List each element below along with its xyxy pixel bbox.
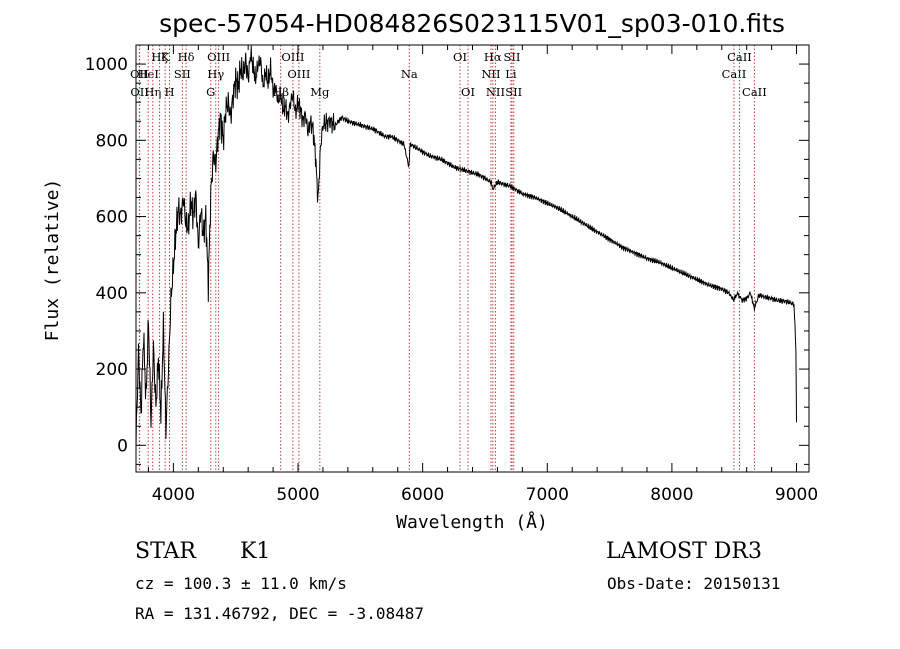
marker-label-11: OIII (207, 50, 230, 64)
coordinates-readout: RA = 131.46792, DEC = -3.08487 (135, 604, 424, 623)
marker-label-15: Mg (310, 85, 330, 99)
y-axis-label: Flux (relative) (42, 179, 63, 342)
y-tick-label-1: 200 (96, 360, 128, 380)
x-tick-label-3: 7000 (526, 485, 569, 505)
marker-label-16: Na (401, 67, 418, 81)
marker-label-10: Hγ (207, 67, 224, 81)
marker-label-4: Hζ (151, 50, 167, 64)
subclass-label: K1 (240, 539, 271, 564)
marker-label-20: Hα (484, 50, 502, 64)
x-tick-label-0: 4000 (152, 485, 195, 505)
marker-label-25: CaII (722, 67, 747, 81)
x-tick-label-1: 5000 (276, 485, 319, 505)
class-label: STAR (135, 539, 196, 564)
spectrum-series-line (135, 45, 797, 450)
obs-date: Obs-Date: 20150131 (607, 574, 781, 593)
marker-label-5: K (161, 50, 170, 64)
y-tick-label-4: 800 (96, 131, 128, 151)
x-tick-label-2: 6000 (401, 485, 444, 505)
y-tick-label-0: 0 (117, 436, 128, 456)
x-axis-label: Wavelength (Å) (396, 511, 548, 533)
line-markers: OIIOIIHeIHηHζKHSIIHδGHγOIIIHβOIIIOIIIMgN… (130, 45, 767, 472)
y-tick-label-5: 1000 (85, 55, 128, 75)
marker-label-17: OI (453, 50, 467, 64)
marker-label-13: OIII (281, 50, 304, 64)
marker-label-7: SII (174, 67, 191, 81)
marker-label-2: HeI (138, 67, 159, 81)
marker-label-1: OII (130, 85, 149, 99)
marker-label-14: OIII (287, 67, 310, 81)
marker-label-24: SII (505, 85, 522, 99)
marker-label-21: NII (486, 85, 505, 99)
x-tick-label-4: 8000 (650, 485, 693, 505)
marker-label-26: CaII (727, 50, 752, 64)
y-tick-label-3: 600 (96, 208, 128, 228)
marker-label-6: H (165, 85, 175, 99)
axis-ticks: 4000 5000 6000 7000 8000 9000 0 200 400 600 800 100… (85, 45, 818, 505)
chart-title: spec-57054-HD084826S023115V01_sp03-010.f… (159, 9, 785, 38)
marker-label-22: Li (505, 67, 517, 81)
plot-frame (135, 44, 810, 473)
marker-label-18: OI (461, 85, 475, 99)
series-layer (135, 45, 797, 450)
x-tick-label-5: 9000 (775, 485, 818, 505)
marker-label-8: Hδ (178, 50, 195, 64)
marker-label-3: Hη (144, 85, 161, 99)
marker-label-9: G (206, 85, 215, 99)
marker-label-23: SII (504, 50, 521, 64)
redshift-readout: cz = 100.3 ± 11.0 km/s (135, 574, 347, 593)
survey-label: LAMOST DR3 (606, 539, 762, 564)
y-tick-label-2: 400 (96, 284, 128, 304)
marker-label-27: CaII (742, 85, 767, 99)
marker-label-19: NII (481, 67, 500, 81)
